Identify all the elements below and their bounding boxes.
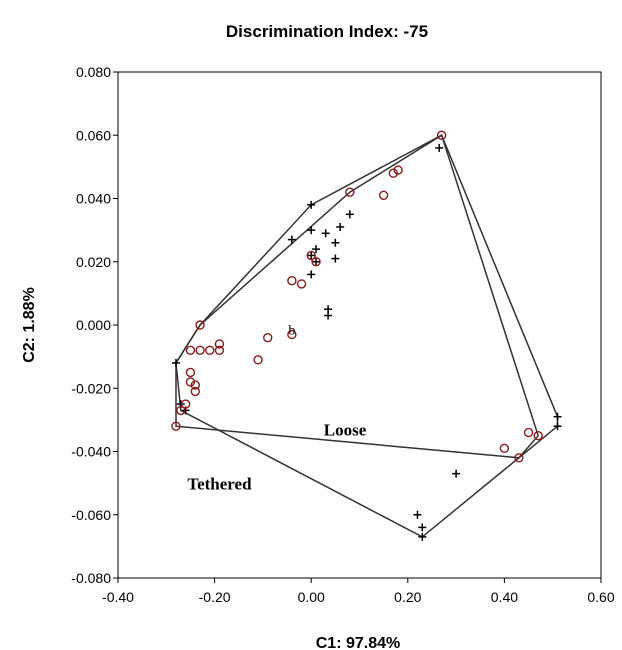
plus-marker [435, 143, 444, 152]
y-tick-label: 0.000 [76, 317, 111, 333]
x-axis: -0.40 -0.20 0.00 0.20 0.40 0.60 [102, 578, 615, 605]
annotation: Loose [324, 421, 367, 440]
plus-marker [312, 257, 321, 266]
plus-marker [452, 469, 461, 478]
y-axis-label: C2: 1.88% [21, 287, 38, 363]
circle-marker [378, 190, 389, 201]
plus-marker [345, 210, 354, 219]
circle-marker [523, 427, 534, 438]
y-tick-label: -0.040 [71, 444, 111, 460]
circle-marker [514, 453, 524, 463]
plus-marker [321, 229, 330, 238]
plus-marker [331, 238, 340, 247]
y-tick-label: -0.020 [71, 380, 111, 396]
plus-marker [418, 532, 427, 541]
circle-marker [195, 320, 205, 330]
circle-marker [185, 377, 196, 387]
circle-marker [306, 250, 316, 261]
circle-marker [176, 405, 186, 416]
y-tick-label: 0.040 [76, 191, 111, 207]
chart-title: Discrimination Index: -75 [226, 22, 428, 41]
circle-marker [393, 165, 403, 175]
circle-marker [171, 421, 181, 431]
circle-marker [533, 430, 543, 441]
circle-marker [214, 339, 225, 349]
circle-marker [436, 130, 447, 140]
plus-marker [553, 422, 562, 431]
y-axis: -0.080 -0.060 -0.040 -0.020 0.000 0.020 0.040 0… [71, 64, 118, 586]
circle-marker [185, 367, 196, 378]
circle-marker [185, 345, 196, 355]
x-tick-label: -0.40 [102, 589, 134, 605]
plus-marker [331, 254, 340, 263]
plus-marker [553, 412, 562, 421]
x-tick-label: 0.20 [394, 589, 421, 605]
circle-marker [287, 329, 297, 340]
circle-marker [311, 257, 321, 267]
circle-marker [190, 386, 200, 397]
circle-marker [214, 345, 225, 355]
plus-marker [418, 523, 427, 532]
x-tick-label: -0.20 [199, 589, 231, 605]
circle-marker [287, 276, 297, 286]
circle-marker [499, 443, 510, 454]
plus-marker [307, 200, 316, 209]
circle-marker [296, 279, 307, 289]
plus-marker [307, 270, 316, 279]
plus-marker [413, 510, 422, 519]
circle-marker [253, 355, 263, 365]
x-axis-label: C1: 97.84% [316, 635, 401, 650]
y-tick-label: 0.060 [76, 127, 111, 143]
x-tick-label: 0.60 [587, 589, 614, 605]
circle-marker [345, 187, 355, 197]
plus-marker [336, 222, 345, 231]
plot-area [117, 71, 602, 579]
annotation: b [288, 323, 295, 338]
circle-marker [180, 399, 191, 409]
circle-marker [263, 332, 273, 343]
plus-marker [171, 358, 180, 367]
x-tick-label: 0.00 [298, 589, 325, 605]
plus-marker [307, 251, 316, 260]
plus-marker [287, 235, 296, 244]
annotation: Tethered [187, 474, 252, 493]
circle-marker [205, 345, 215, 355]
circle-marker [388, 168, 399, 178]
y-tick-label: 0.080 [76, 64, 111, 80]
circle-marker [195, 345, 205, 355]
y-tick-label: -0.060 [71, 507, 111, 523]
circle-marker [190, 380, 200, 390]
plus-marker [312, 245, 321, 254]
y-tick-label: 0.020 [76, 254, 111, 270]
points [171, 130, 562, 541]
annotations: Loose Tethered b [187, 323, 366, 493]
x-tick-label: 0.40 [491, 589, 518, 605]
y-tick-label: -0.080 [71, 570, 111, 586]
hull [175, 134, 540, 538]
plus-marker [307, 226, 316, 235]
plus-marker [324, 311, 333, 320]
